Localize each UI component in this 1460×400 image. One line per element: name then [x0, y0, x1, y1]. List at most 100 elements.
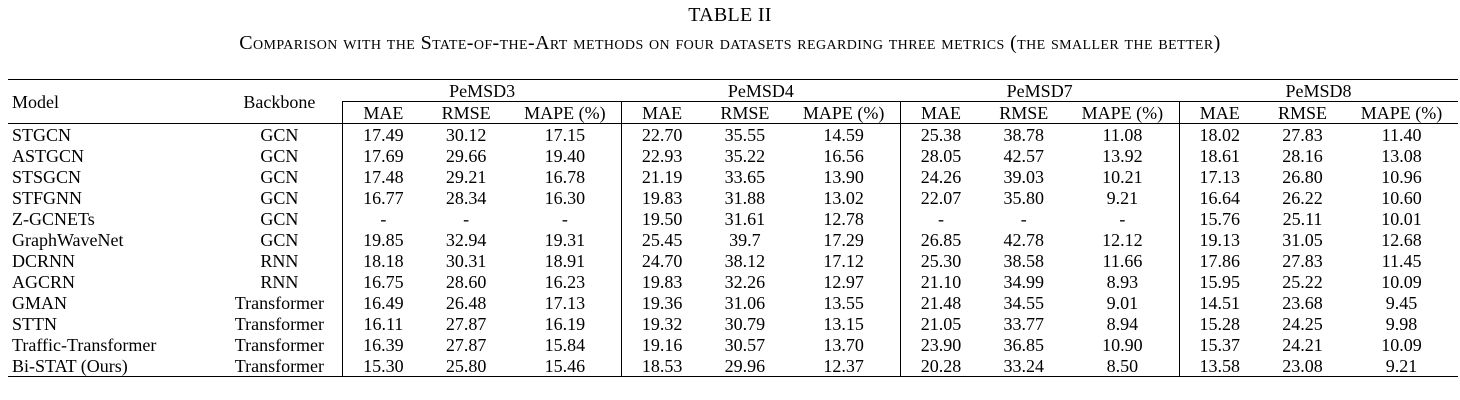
metric-value-cell: 22.93 [620, 145, 703, 166]
backbone-cell: GCN [260, 230, 299, 250]
metric-header-mape: MAPE (%) [787, 101, 901, 124]
metric-value-cell: 10.09 [1381, 272, 1422, 292]
metric-value-cell: 17.48 [342, 166, 424, 187]
backbone-cell: Transformer [234, 335, 325, 355]
metric-value-cell: 16.78 [544, 167, 586, 187]
metric-value-cell: 24.26 [899, 166, 982, 187]
metric-header-mae: MAE [899, 101, 982, 124]
dataset-header-pemsd4: PeMSD4 [621, 79, 901, 102]
metric-value-cell: 28.05 [899, 145, 982, 166]
metric-value-cell: 33.77 [1003, 314, 1044, 334]
metric-header-mae: MAE [620, 101, 703, 124]
metric-value-cell: 18.53 [620, 355, 703, 377]
metric-value-cell: 19.40 [544, 146, 586, 166]
metric-value-cell: 9.21 [1345, 355, 1458, 377]
table-caption: Comparison with the State-of-the-Art met… [239, 32, 1221, 54]
table-body: STGCN GCN 17.49 30.12 17.15 22.70 35.55 14.59 25… [8, 123, 1458, 377]
metric-value-cell: 19.16 [620, 334, 703, 355]
metric-value-cell: 15.46 [508, 355, 622, 377]
table-row: AGCRN RNN 16.75 28.60 16.23 19.83 32.26 12.97 21… [8, 271, 1458, 292]
model-name-cell: Bi-STAT (Ours) [8, 355, 217, 377]
metric-value-cell: 20.28 [899, 355, 982, 377]
metric-value-cell: 25.30 [899, 250, 982, 271]
table-row: Bi-STAT (Ours) Transformer 15.30 25.80 15.46… [8, 355, 1458, 377]
metric-value-cell: 12.97 [823, 272, 864, 292]
metric-value-cell: 18.18 [342, 250, 424, 271]
metric-value-cell: 26.22 [1282, 188, 1323, 208]
metric-value-cell: 16.77 [342, 187, 424, 208]
metric-value-cell: 23.68 [1282, 293, 1323, 313]
metric-value-cell: 25.45 [620, 229, 703, 250]
table-row: STFGNN GCN 16.77 28.34 16.30 19.83 31.88 13.02 2… [8, 187, 1458, 208]
backbone-cell: Transformer [234, 293, 325, 313]
metric-value-cell: 13.15 [823, 314, 864, 334]
metric-header-rmse: RMSE [981, 101, 1067, 124]
metric-value-cell: - [342, 208, 424, 229]
metric-value-cell: 39.7 [729, 230, 761, 250]
backbone-cell: RNN [260, 272, 299, 292]
metric-value-cell: 32.26 [724, 272, 766, 292]
metric-header-mape: MAPE (%) [1066, 101, 1180, 124]
metric-value-cell: 16.19 [544, 314, 586, 334]
metric-value-cell: 10.96 [1381, 167, 1422, 187]
metric-value-cell: 25.80 [423, 355, 509, 377]
metric-value-cell: - [561, 209, 568, 229]
header-row-datasets: Model Backbone PeMSD3 PeMSD4 PeMSD7 PeMS… [8, 79, 1458, 124]
metric-value-cell: 38.78 [1003, 125, 1044, 145]
metric-value-cell: - [899, 208, 982, 229]
backbone-cell: GCN [260, 125, 299, 145]
metric-value-cell: 19.83 [620, 271, 703, 292]
metric-value-cell: 25.11 [1282, 209, 1323, 229]
table-row: GraphWaveNet GCN 19.85 32.94 19.31 25.45 39.7 1… [8, 229, 1458, 250]
metric-value-cell: 10.60 [1381, 188, 1422, 208]
metric-value-cell: 16.75 [342, 271, 424, 292]
metric-value-cell: 19.32 [620, 313, 703, 334]
metric-value-cell: 35.80 [1003, 188, 1044, 208]
metric-value-cell: 16.23 [544, 272, 586, 292]
metric-value-cell: 16.11 [342, 313, 424, 334]
table-title: TABLE II [688, 4, 772, 26]
metric-value-cell: 10.01 [1381, 209, 1422, 229]
metric-value-cell: 9.98 [1385, 314, 1418, 334]
metric-header-mae: MAE [342, 101, 424, 124]
metric-value-cell: 42.57 [1003, 146, 1044, 166]
metric-value-cell: 25.22 [1282, 272, 1323, 292]
metric-value-cell: 15.30 [342, 355, 424, 377]
dataset-header-pemsd8: PeMSD8 [1179, 79, 1458, 102]
metric-value-cell: 16.39 [342, 334, 424, 355]
metric-header-rmse: RMSE [1259, 101, 1346, 124]
table-row: STSGCN GCN 17.48 29.21 16.78 21.19 33.65 13.90 2… [8, 166, 1458, 187]
model-name-cell: STFGNN [12, 188, 83, 208]
metric-value-cell: 26.48 [445, 293, 487, 313]
backbone-column-header: Backbone [216, 79, 343, 124]
metric-value-cell: 15.95 [1178, 271, 1260, 292]
table-row: ASTGCN GCN 17.69 29.66 19.40 22.93 35.22 16.56 2… [8, 145, 1458, 166]
metric-value-cell: 14.59 [823, 125, 864, 145]
metric-value-cell: 14.51 [1178, 292, 1260, 313]
metric-value-cell: 31.88 [724, 188, 766, 208]
table-row: STTN Transformer 16.11 27.87 16.19 19.32 30.79… [8, 313, 1458, 334]
dataset-header-pemsd3: PeMSD3 [342, 79, 622, 102]
metric-value-cell: 32.94 [445, 230, 487, 250]
metric-value-cell: 16.64 [1178, 187, 1260, 208]
model-name-cell: STSGCN [12, 167, 82, 187]
metric-value-cell: 24.21 [1282, 335, 1323, 355]
model-name-cell: Traffic-Transformer [12, 335, 157, 355]
metric-value-cell: 18.91 [544, 251, 586, 271]
backbone-cell: GCN [260, 146, 299, 166]
metric-value-cell: 27.83 [1282, 125, 1323, 145]
metric-value-cell: 13.55 [823, 293, 864, 313]
metric-value-cell: 18.02 [1178, 123, 1260, 145]
metric-value-cell: 19.50 [620, 208, 703, 229]
metric-value-cell: 28.16 [1282, 146, 1323, 166]
metric-value-cell: 10.21 [1102, 167, 1143, 187]
metric-value-cell: 19.36 [620, 292, 703, 313]
table-row: Z-GCNETs GCN - - - 19.50 31.61 12.78 - - - 15.76 25.… [8, 208, 1458, 229]
model-column-header: Model [8, 79, 217, 124]
backbone-cell: GCN [260, 209, 299, 229]
backbone-cell: Transformer [234, 314, 325, 334]
metric-value-cell: 28.60 [445, 272, 487, 292]
metric-value-cell: 15.76 [1178, 208, 1260, 229]
metric-value-cell: 8.94 [1106, 314, 1139, 334]
metric-value-cell: 29.66 [445, 146, 487, 166]
